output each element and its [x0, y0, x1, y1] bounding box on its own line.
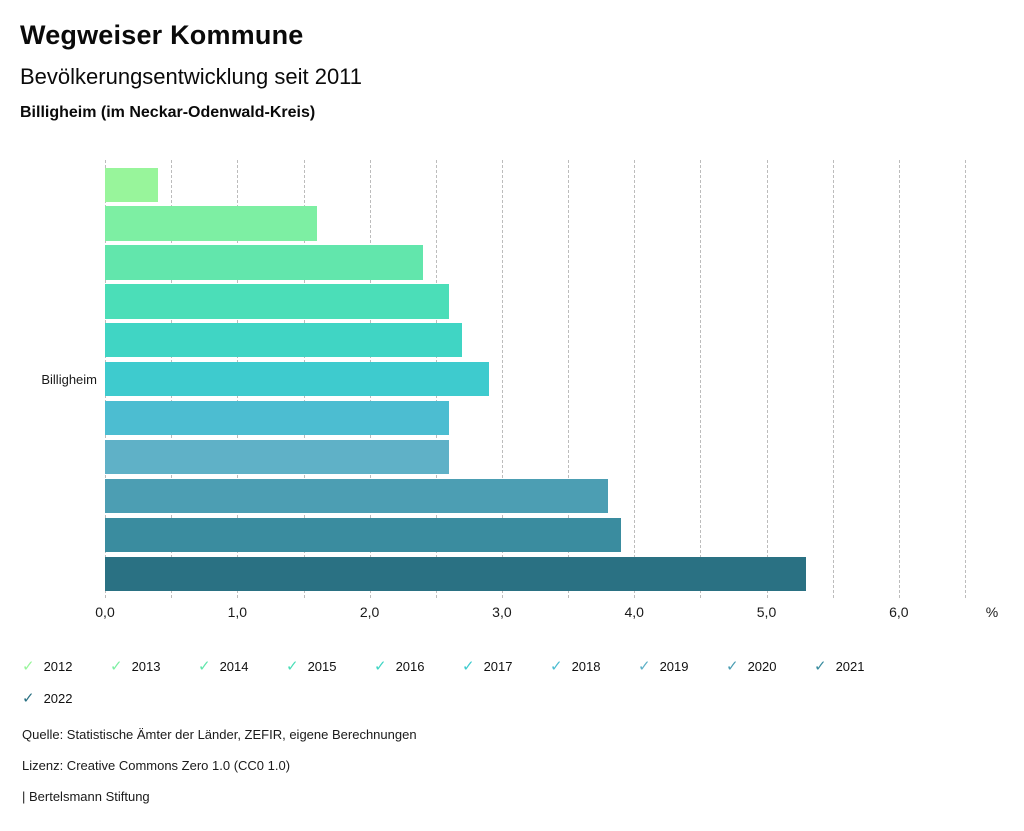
bar-2017[interactable] [105, 362, 489, 397]
legend-item-2013[interactable]: ✓ 2013 [110, 655, 198, 677]
legend-year-label: 2021 [835, 658, 865, 674]
gridline [766, 160, 768, 598]
check-icon: ✓ [638, 657, 651, 675]
legend-item-2012[interactable]: ✓ 2012 [22, 655, 110, 677]
x-axis: 0,0 1,0 2,0 3,0 4,0 5,0 6,0% [95, 604, 1024, 622]
gridline [700, 160, 702, 598]
x-tick-label: 4,0 [624, 604, 644, 620]
x-axis-unit-label: % [985, 604, 999, 620]
attribution-note: | Bertelsmann Stiftung [22, 789, 150, 804]
legend: ✓ 2012 ✓ 2013 ✓ 2014 ✓ 2015 ✓ 2016 ✓ 2017 ✓ 2018 ✓ 2019… [22, 655, 962, 709]
legend-year-label: 2017 [483, 658, 513, 674]
bar-2018[interactable] [105, 400, 449, 436]
x-tick-label: 3,0 [492, 604, 512, 620]
x-tick-label: 1,0 [227, 604, 248, 620]
bar-2016[interactable] [105, 323, 463, 358]
bar-2019[interactable] [105, 439, 449, 475]
gridline [501, 160, 503, 598]
gridline [634, 160, 636, 598]
footer: Quelle: Statistische Ämter der Länder, Z… [22, 728, 417, 821]
region-subtitle: Billigheim (im Neckar-Odenwald-Kreis) [20, 104, 316, 121]
check-icon: ✓ [22, 657, 35, 675]
check-icon: ✓ [374, 657, 387, 675]
bar-2015[interactable] [105, 284, 449, 319]
bar-2013[interactable] [105, 206, 317, 241]
check-icon: ✓ [462, 657, 475, 675]
plot-area [105, 160, 966, 598]
check-icon: ✓ [22, 689, 35, 707]
bar-2014[interactable] [105, 245, 423, 280]
legend-item-2014[interactable]: ✓ 2014 [198, 655, 286, 677]
bar-2020[interactable] [105, 478, 608, 514]
legend-year-label: 2012 [43, 658, 73, 674]
legend-item-2021[interactable]: ✓ 2021 [814, 655, 902, 677]
legend-item-2020[interactable]: ✓ 2020 [726, 655, 814, 677]
license-note: Lizenz: Creative Commons Zero 1.0 (CC0 1… [22, 758, 291, 773]
legend-year-label: 2019 [659, 658, 689, 674]
gridline [965, 160, 966, 598]
page-title: Wegweiser Kommune [20, 20, 304, 50]
check-icon: ✓ [550, 657, 563, 675]
gridline [832, 160, 834, 598]
legend-year-label: 2016 [395, 658, 425, 674]
legend-year-label: 2018 [571, 658, 601, 674]
legend-year-label: 2022 [43, 690, 73, 706]
legend-item-2015[interactable]: ✓ 2015 [286, 655, 374, 677]
check-icon: ✓ [814, 657, 827, 675]
legend-year-label: 2014 [219, 658, 249, 674]
legend-item-2016[interactable]: ✓ 2016 [374, 655, 462, 677]
check-icon: ✓ [110, 657, 123, 675]
x-tick-label: 6,0 [889, 604, 909, 620]
check-icon: ✓ [286, 657, 299, 675]
legend-item-2022[interactable]: ✓ 2022 [22, 687, 110, 709]
bar-2022[interactable] [105, 556, 807, 591]
x-tick-label: 5,0 [756, 604, 777, 620]
check-icon: ✓ [726, 657, 739, 675]
legend-item-2019[interactable]: ✓ 2019 [638, 655, 726, 677]
legend-year-label: 2020 [747, 658, 777, 674]
y-axis-category-label: Billigheim [41, 372, 97, 387]
legend-item-2017[interactable]: ✓ 2017 [462, 655, 550, 677]
legend-year-label: 2015 [307, 658, 337, 674]
legend-item-2018[interactable]: ✓ 2018 [550, 655, 638, 677]
check-icon: ✓ [198, 657, 211, 675]
x-tick-label: 0,0 [95, 604, 115, 620]
gridline [568, 160, 570, 598]
bar-2021[interactable] [105, 517, 621, 552]
source-note: Quelle: Statistische Ämter der Länder, Z… [22, 727, 417, 742]
x-tick-label: 2,0 [359, 604, 380, 620]
gridline [898, 160, 900, 598]
bar-2012[interactable] [105, 167, 158, 202]
legend-year-label: 2013 [131, 658, 161, 674]
chart-title: Bevölkerungsentwicklung seit 2011 [20, 64, 363, 89]
